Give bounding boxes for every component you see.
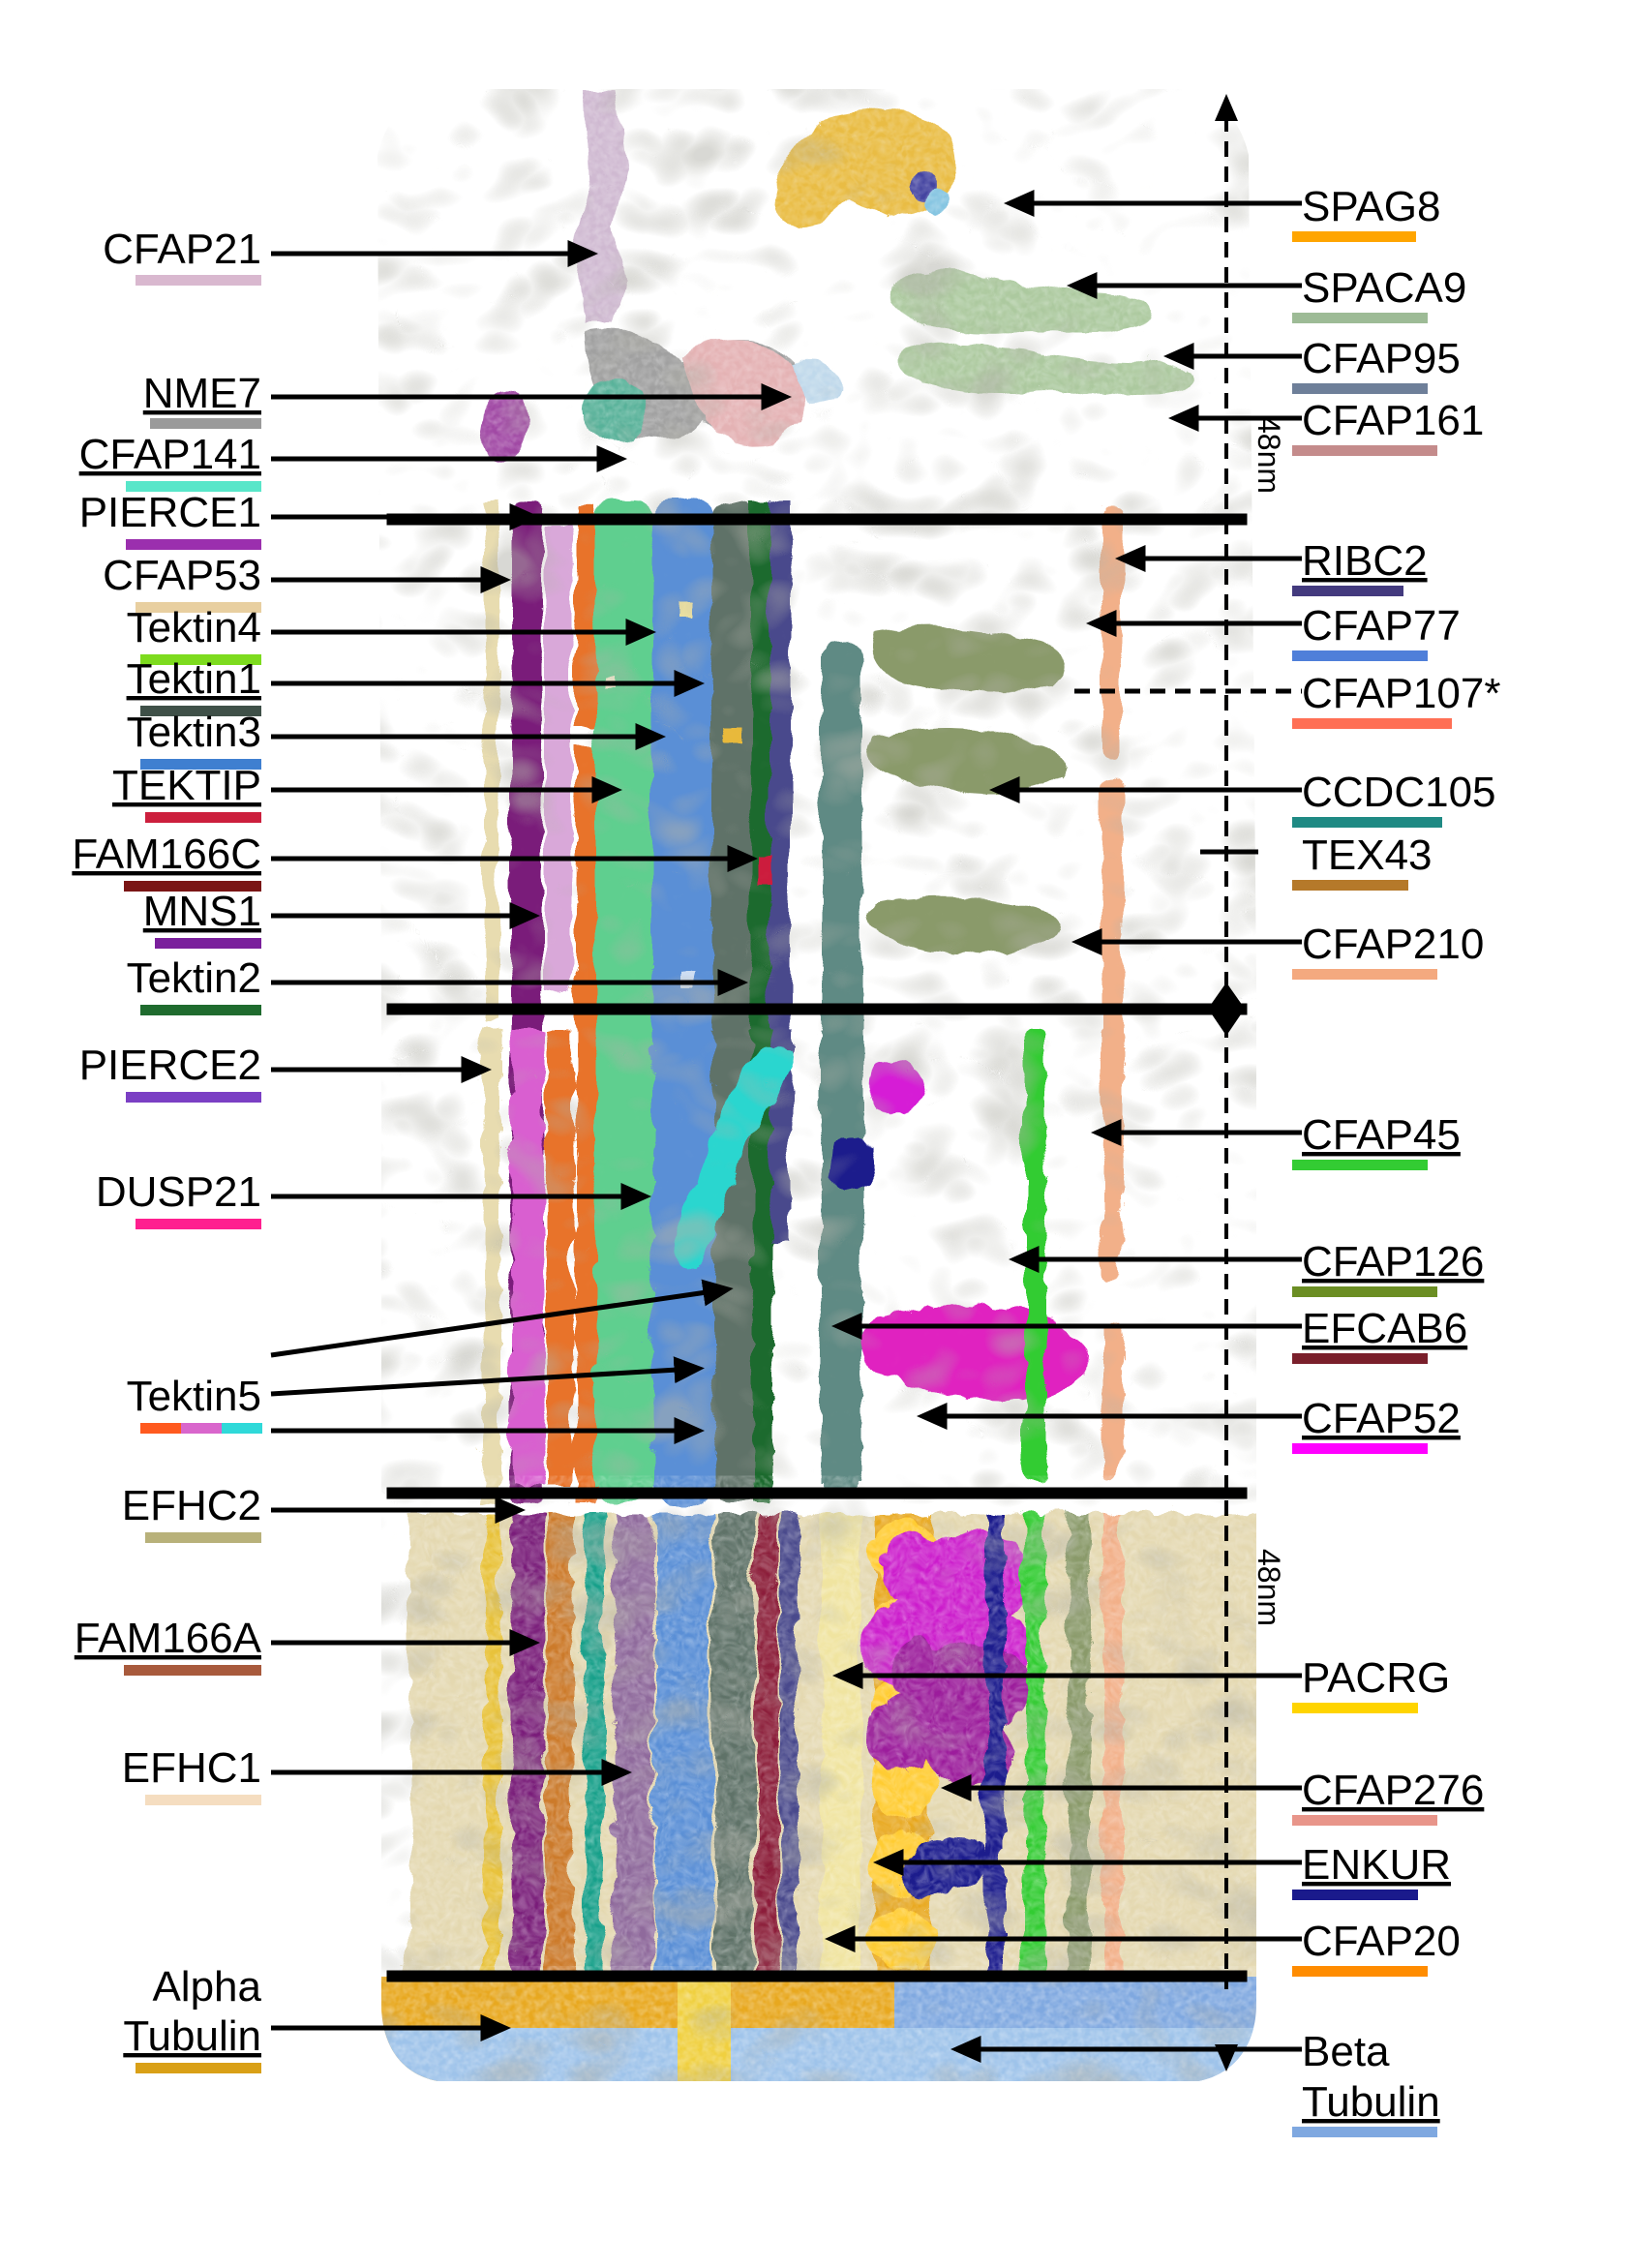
svg-text:CFAP52: CFAP52 — [1302, 1395, 1461, 1442]
svg-text:CFAP141: CFAP141 — [79, 431, 261, 478]
svg-text:TEKTIP: TEKTIP — [112, 762, 261, 809]
svg-text:SPACA9: SPACA9 — [1302, 264, 1466, 312]
svg-text:Tektin5: Tektin5 — [127, 1373, 261, 1420]
svg-text:CFAP20: CFAP20 — [1302, 1918, 1461, 1965]
svg-text:48nm: 48nm — [1252, 416, 1286, 494]
svg-text:CFAP95: CFAP95 — [1302, 335, 1461, 382]
svg-text:CCDC105: CCDC105 — [1302, 769, 1496, 816]
svg-text:ENKUR: ENKUR — [1302, 1841, 1451, 1889]
svg-text:FAM166A: FAM166A — [75, 1615, 262, 1662]
svg-text:CFAP107*: CFAP107* — [1302, 670, 1500, 717]
svg-text:Tubulin: Tubulin — [123, 2012, 261, 2060]
svg-text:CFAP276: CFAP276 — [1302, 1767, 1484, 1814]
svg-text:Tektin1: Tektin1 — [127, 655, 261, 703]
svg-text:SPAG8: SPAG8 — [1302, 183, 1440, 230]
svg-text:PIERCE1: PIERCE1 — [79, 489, 261, 536]
svg-text:Beta: Beta — [1302, 2028, 1390, 2075]
svg-text:CFAP126: CFAP126 — [1302, 1238, 1484, 1285]
svg-text:CFAP161: CFAP161 — [1302, 397, 1484, 444]
svg-text:RIBC2: RIBC2 — [1302, 537, 1428, 585]
svg-text:TEX43: TEX43 — [1302, 832, 1433, 879]
svg-text:Tektin4: Tektin4 — [127, 604, 261, 651]
svg-text:NME7: NME7 — [143, 370, 261, 417]
svg-text:EFHC2: EFHC2 — [122, 1482, 261, 1529]
svg-text:CFAP53: CFAP53 — [103, 552, 261, 599]
svg-text:CFAP77: CFAP77 — [1302, 602, 1461, 650]
svg-text:FAM166C: FAM166C — [72, 831, 261, 878]
svg-text:EFCAB6: EFCAB6 — [1302, 1305, 1467, 1352]
svg-text:48nm: 48nm — [1252, 1549, 1286, 1626]
svg-text:Alpha: Alpha — [152, 1963, 261, 2011]
svg-text:Tektin3: Tektin3 — [127, 709, 261, 756]
svg-text:Tubulin: Tubulin — [1302, 2078, 1440, 2126]
svg-text:DUSP21: DUSP21 — [96, 1168, 261, 1216]
svg-text:EFHC1: EFHC1 — [122, 1744, 261, 1792]
svg-text:CFAP210: CFAP210 — [1302, 921, 1484, 968]
svg-text:PIERCE2: PIERCE2 — [79, 1042, 261, 1089]
svg-text:CFAP45: CFAP45 — [1302, 1111, 1461, 1159]
svg-text:PACRG: PACRG — [1302, 1654, 1450, 1702]
svg-text:CFAP21: CFAP21 — [103, 226, 261, 273]
svg-text:MNS1: MNS1 — [143, 888, 261, 935]
svg-text:Tektin2: Tektin2 — [127, 954, 261, 1002]
